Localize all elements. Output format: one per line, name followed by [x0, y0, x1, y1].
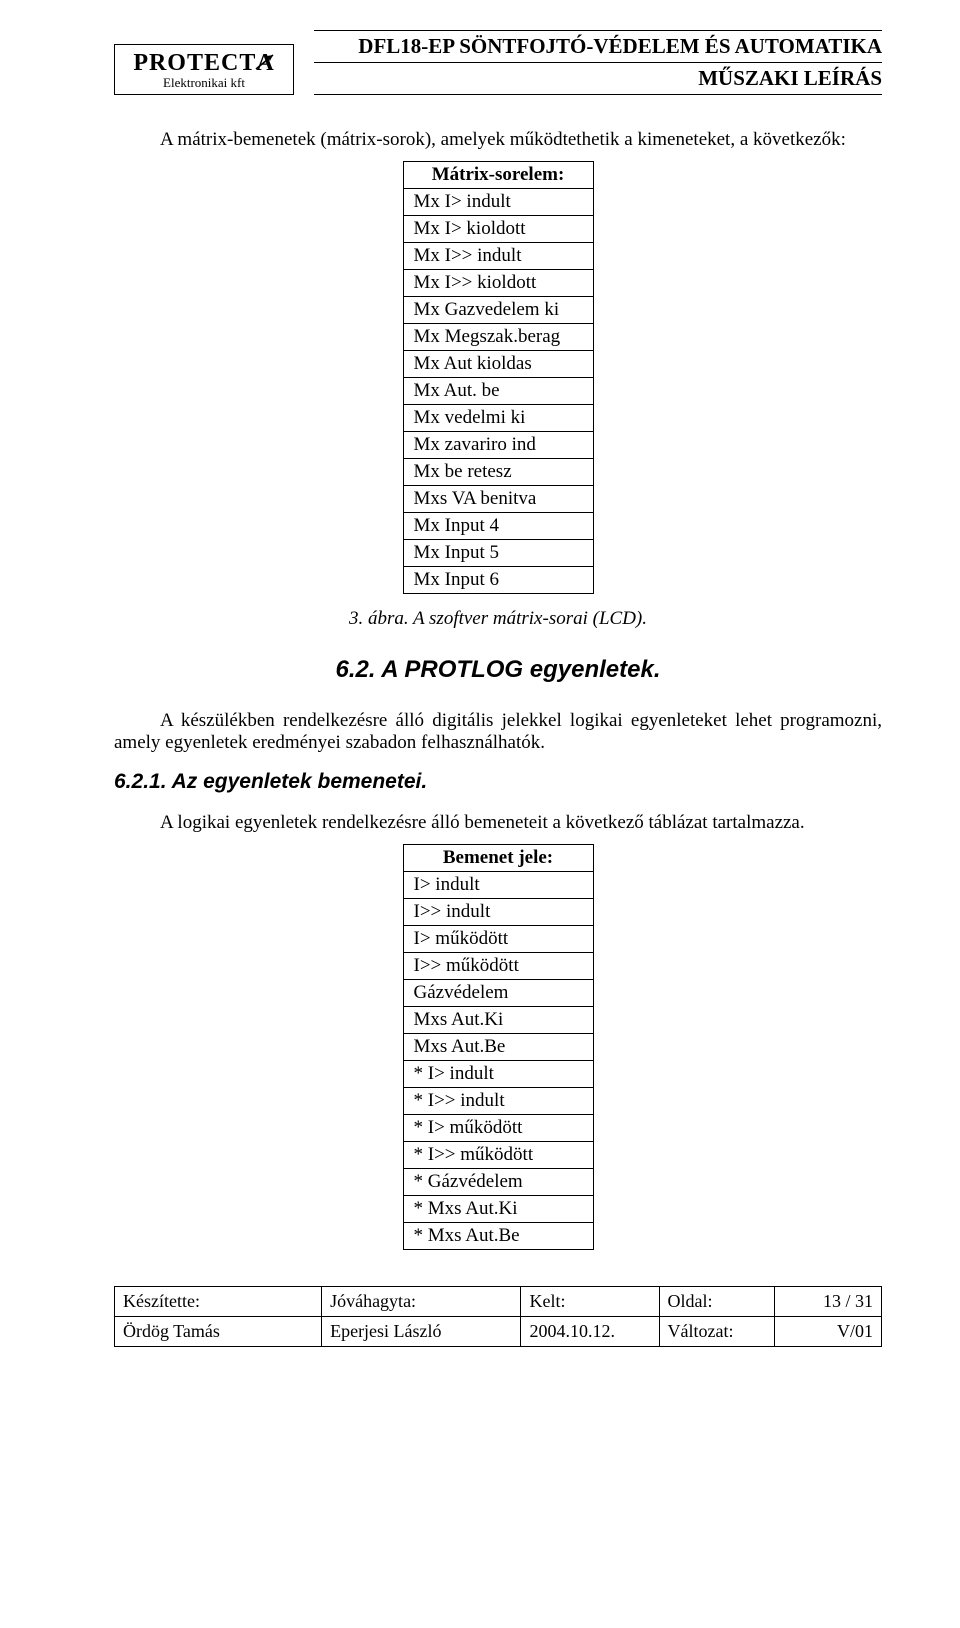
- table-row: I> működött: [403, 926, 593, 953]
- table-cell: * Mxs Aut.Ki: [403, 1196, 593, 1223]
- logo-subtitle: Elektronikai kft: [125, 75, 283, 91]
- table-cell: Mx vedelmi ki: [403, 405, 593, 432]
- input-table-header: Bemenet jele:: [403, 845, 593, 872]
- table-cell: I>> indult: [403, 899, 593, 926]
- page: PROTECT A Elektronikai kft DFL18-EP SÖNT…: [0, 0, 960, 1628]
- table-cell: Mx Megszak.berag: [403, 324, 593, 351]
- table-row: * I>> működött: [403, 1142, 593, 1169]
- footer-author-value: Ördög Tamás: [115, 1317, 322, 1347]
- paragraph-inputs: A logikai egyenletek rendelkezésre álló …: [114, 812, 882, 834]
- arrow-icon: [253, 52, 279, 72]
- table-cell: Mx I>> indult: [403, 243, 593, 270]
- table-row: Mx Aut. be: [403, 378, 593, 405]
- table-cell: * I> indult: [403, 1061, 593, 1088]
- paragraph-protlog: A készülékben rendelkezésre álló digitál…: [114, 710, 882, 754]
- table-row: Mx I> kioldott: [403, 216, 593, 243]
- table-cell: Mxs Aut.Be: [403, 1034, 593, 1061]
- table-row: Mx I>> kioldott: [403, 270, 593, 297]
- heading-6-2: 6.2. A PROTLOG egyenletek.: [114, 656, 882, 684]
- heading-6-2-1: 6.2.1. Az egyenletek bemenetei.: [114, 770, 882, 794]
- table-row: * Mxs Aut.Ki: [403, 1196, 593, 1223]
- footer-approver-label: Jóváhagyta:: [322, 1287, 521, 1317]
- table-cell: * I>> indult: [403, 1088, 593, 1115]
- table-row: * Gázvédelem: [403, 1169, 593, 1196]
- table-cell: Mx zavariro ind: [403, 432, 593, 459]
- table-cell: Gázvédelem: [403, 980, 593, 1007]
- table-row: Mx Aut kioldas: [403, 351, 593, 378]
- title-block: DFL18-EP SÖNTFOJTÓ-VÉDELEM ÉS AUTOMATIKA…: [314, 30, 882, 95]
- table-row: Mxs Aut.Be: [403, 1034, 593, 1061]
- table-cell: I> működött: [403, 926, 593, 953]
- table-row: I>> működött: [403, 953, 593, 980]
- table-cell: Mxs VA benitva: [403, 486, 593, 513]
- figure3-caption: 3. ábra. A szoftver mátrix-sorai (LCD).: [114, 608, 882, 630]
- table-row: Mxs VA benitva: [403, 486, 593, 513]
- table-row: Gázvédelem: [403, 980, 593, 1007]
- table-row: Mx zavariro ind: [403, 432, 593, 459]
- table-cell: Mx Input 6: [403, 567, 593, 594]
- table-cell: * I> működött: [403, 1115, 593, 1142]
- table-cell: Mx be retesz: [403, 459, 593, 486]
- footer-page-label: Oldal:: [659, 1287, 774, 1317]
- footer-row-1: Készítette: Jóváhagyta: Kelt: Oldal: 13 …: [115, 1287, 882, 1317]
- table-cell: Mx I> kioldott: [403, 216, 593, 243]
- matrix-row-table: Mátrix-sorelem: Mx I> indultMx I> kioldo…: [403, 161, 594, 594]
- table-cell: Mx Gazvedelem ki: [403, 297, 593, 324]
- table-cell: Mx Aut. be: [403, 378, 593, 405]
- table-row: Mx Input 5: [403, 540, 593, 567]
- table-row: Mx vedelmi ki: [403, 405, 593, 432]
- table-row: I>> indult: [403, 899, 593, 926]
- table-cell: Mx Input 4: [403, 513, 593, 540]
- table-row: * Mxs Aut.Be: [403, 1223, 593, 1250]
- table-cell: Mx I> indult: [403, 189, 593, 216]
- footer-date-label: Kelt:: [521, 1287, 659, 1317]
- intro-paragraph: A mátrix-bemenetek (mátrix-sorok), amely…: [114, 129, 882, 151]
- footer-date-value: 2004.10.12.: [521, 1317, 659, 1347]
- footer-author-label: Készítette:: [115, 1287, 322, 1317]
- table-row: Mx Input 4: [403, 513, 593, 540]
- footer-version-value: V/01: [774, 1317, 881, 1347]
- table-cell: Mxs Aut.Ki: [403, 1007, 593, 1034]
- table-row: Mx Megszak.berag: [403, 324, 593, 351]
- matrix-table-header: Mátrix-sorelem:: [403, 162, 593, 189]
- table-row: I> indult: [403, 872, 593, 899]
- table-row: Mx I>> indult: [403, 243, 593, 270]
- table-cell: I>> működött: [403, 953, 593, 980]
- table-cell: Mx I>> kioldott: [403, 270, 593, 297]
- table-row: * I> indult: [403, 1061, 593, 1088]
- table-row: Mxs Aut.Ki: [403, 1007, 593, 1034]
- table-cell: * Gázvédelem: [403, 1169, 593, 1196]
- table-cell: Mx Input 5: [403, 540, 593, 567]
- table-cell: * I>> működött: [403, 1142, 593, 1169]
- footer-table: Készítette: Jóváhagyta: Kelt: Oldal: 13 …: [114, 1286, 882, 1347]
- table-row: Mx be retesz: [403, 459, 593, 486]
- doc-title-line2: MŰSZAKI LEÍRÁS: [314, 63, 882, 95]
- footer-row-2: Ördög Tamás Eperjesi László 2004.10.12. …: [115, 1317, 882, 1347]
- table-cell: * Mxs Aut.Be: [403, 1223, 593, 1250]
- company-logo-box: PROTECT A Elektronikai kft: [114, 44, 294, 95]
- logo-text: PROTECT: [133, 50, 256, 77]
- doc-title-line1: DFL18-EP SÖNTFOJTÓ-VÉDELEM ÉS AUTOMATIKA: [314, 30, 882, 63]
- footer-page-value: 13 / 31: [774, 1287, 881, 1317]
- table-row: Mx Input 6: [403, 567, 593, 594]
- logo-letter-A: A: [256, 50, 274, 77]
- logo-main: PROTECT A: [125, 50, 283, 77]
- table-cell: Mx Aut kioldas: [403, 351, 593, 378]
- footer-approver-value: Eperjesi László: [322, 1317, 521, 1347]
- footer-version-label: Változat:: [659, 1317, 774, 1347]
- input-signal-table: Bemenet jele: I> indultI>> indultI> műkö…: [403, 844, 594, 1250]
- table-row: * I> működött: [403, 1115, 593, 1142]
- table-row: Mx Gazvedelem ki: [403, 297, 593, 324]
- table-cell: I> indult: [403, 872, 593, 899]
- document-header: PROTECT A Elektronikai kft DFL18-EP SÖNT…: [114, 30, 882, 95]
- table-row: * I>> indult: [403, 1088, 593, 1115]
- table-row: Mx I> indult: [403, 189, 593, 216]
